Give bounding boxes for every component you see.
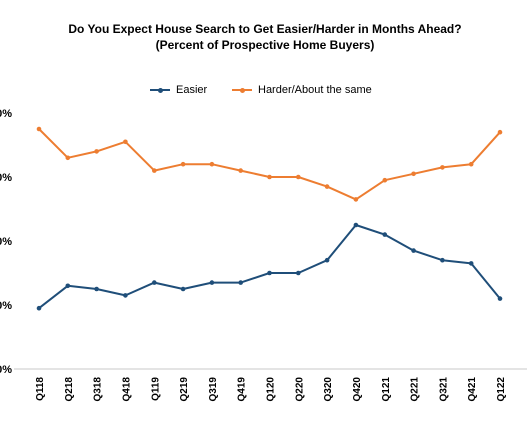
- data-point: [152, 280, 157, 285]
- series-line: [38, 224, 501, 309]
- x-tick-label: Q220: [294, 377, 305, 402]
- data-point: [123, 139, 128, 145]
- data-point: [94, 149, 99, 154]
- data-point: [468, 161, 474, 167]
- x-tick-label: Q321: [438, 377, 449, 402]
- y-tick-label: 0%: [0, 364, 12, 376]
- data-point: [267, 174, 272, 180]
- y-tick-label: 0%: [0, 172, 12, 184]
- x-tick-label: Q418: [121, 377, 132, 402]
- x-tick-label: Q221: [410, 377, 421, 402]
- data-point: [353, 222, 359, 228]
- y-tick-label: 0%: [0, 236, 12, 248]
- data-point: [324, 257, 330, 263]
- x-tick-label: Q420: [352, 377, 363, 402]
- data-point: [123, 293, 128, 298]
- data-point: [36, 126, 42, 132]
- y-tick-label: 0%: [0, 108, 12, 120]
- data-point: [324, 184, 330, 189]
- x-tick-label: Q118: [35, 377, 46, 401]
- series-line: [38, 128, 501, 201]
- y-tick-label: 0%: [0, 300, 12, 312]
- data-point: [36, 305, 42, 311]
- chart-title-block: Do You Expect House Search to Get Easier…: [0, 21, 530, 53]
- data-point: [411, 171, 416, 177]
- legend-swatch-harder: [232, 87, 252, 93]
- data-point: [267, 270, 272, 276]
- data-point: [296, 174, 301, 180]
- data-point: [180, 286, 186, 292]
- chart-title: Do You Expect House Search to Get Easier…: [68, 22, 462, 36]
- data-point: [382, 232, 388, 237]
- data-point: [180, 161, 186, 167]
- legend-label-easier: Easier: [176, 84, 208, 96]
- data-point: [152, 168, 157, 173]
- x-tick-label: Q218: [64, 377, 75, 402]
- data-point: [94, 286, 99, 292]
- data-point: [209, 280, 215, 285]
- data-point: [65, 283, 71, 289]
- x-tick-label: Q119: [150, 377, 161, 401]
- data-point: [382, 177, 388, 183]
- data-point: [209, 161, 215, 167]
- x-tick-label: Q319: [208, 377, 219, 402]
- data-point: [353, 197, 359, 202]
- x-tick-label: Q419: [237, 377, 248, 402]
- data-point: [497, 296, 503, 301]
- legend: Easier Harder/About the same: [0, 82, 530, 98]
- data-point: [238, 168, 243, 173]
- data-point: [65, 155, 71, 161]
- data-point: [468, 261, 474, 266]
- data-point: [411, 248, 416, 253]
- x-tick-label: Q318: [93, 377, 104, 402]
- x-tick-label: Q121: [381, 377, 392, 402]
- data-point: [497, 129, 503, 135]
- data-point: [440, 257, 445, 263]
- x-tick-label: Q421: [467, 377, 478, 402]
- chart-subtitle: (Percent of Prospective Home Buyers): [155, 38, 375, 52]
- legend-label-harder: Harder/About the same: [258, 84, 372, 96]
- x-tick-label: Q219: [179, 377, 190, 402]
- x-tick-label: Q120: [266, 377, 277, 402]
- data-point: [296, 270, 301, 276]
- data-point: [238, 280, 243, 285]
- x-tick-label: Q320: [323, 377, 334, 402]
- x-tick-label: Q122: [496, 377, 507, 402]
- data-point: [440, 165, 445, 170]
- legend-swatch-easier: [150, 87, 170, 93]
